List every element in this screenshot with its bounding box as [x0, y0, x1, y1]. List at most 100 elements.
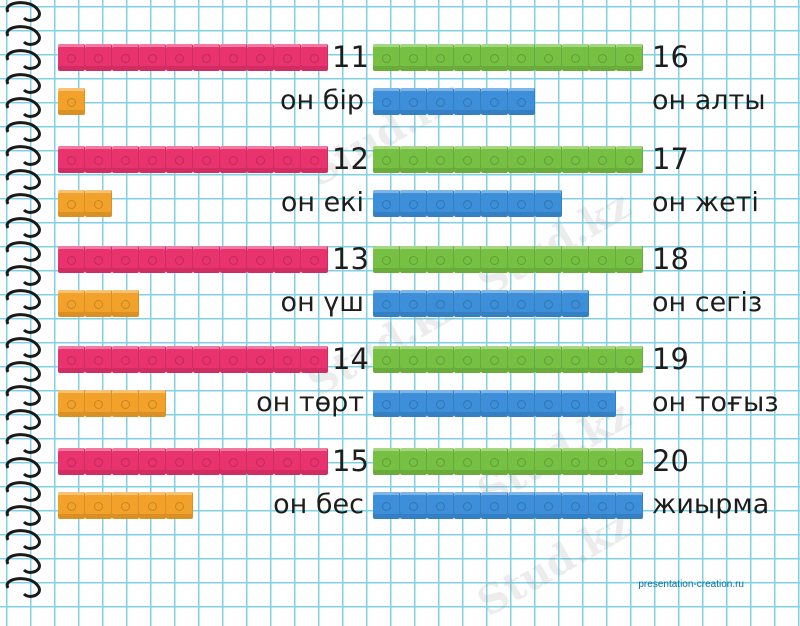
spiral-ring [5, 529, 41, 550]
blue-cube [373, 88, 400, 115]
green-cube [481, 346, 508, 373]
orange-cube [85, 290, 112, 317]
pink-cube [166, 448, 193, 475]
blue-cube [508, 390, 535, 417]
ones-bar-11 [58, 88, 85, 115]
green-cube [454, 448, 481, 475]
spiral-ring [5, 121, 41, 142]
tens-bar-15 [58, 448, 328, 475]
number-20: 20 [652, 444, 689, 478]
orange-cube [85, 190, 112, 217]
blue-cube [481, 492, 508, 519]
blue-cube [373, 290, 400, 317]
green-cube [373, 448, 400, 475]
pink-cube [220, 246, 247, 273]
pink-cube [166, 346, 193, 373]
tens-bar-13 [58, 246, 328, 273]
orange-cube [58, 88, 85, 115]
pink-cube [220, 346, 247, 373]
pink-cube [112, 146, 139, 173]
spiral-ring [5, 505, 41, 526]
green-cube [454, 246, 481, 273]
pink-cube [247, 146, 274, 173]
spiral-ring [5, 577, 41, 598]
blue-cube [481, 190, 508, 217]
word-11: он бір [279, 85, 364, 116]
green-cube [535, 44, 562, 71]
green-cube [427, 448, 454, 475]
pink-cube [301, 146, 328, 173]
blue-cube [481, 390, 508, 417]
ones-bar-18 [373, 290, 589, 317]
tens-bar-20 [373, 448, 643, 475]
spiral-ring [5, 169, 41, 190]
blue-cube [481, 290, 508, 317]
green-cube [481, 448, 508, 475]
ones-bar-13 [58, 290, 139, 317]
blue-cube [373, 492, 400, 519]
word-15: он бес [273, 489, 364, 520]
pink-cube [112, 346, 139, 373]
blue-cube [589, 390, 616, 417]
tens-bar-12 [58, 146, 328, 173]
footer-credit: presentation-creation.ru [638, 579, 744, 590]
green-cube [427, 246, 454, 273]
spiral-ring [5, 553, 41, 574]
green-cube [454, 346, 481, 373]
orange-cube [58, 492, 85, 519]
orange-cube [139, 492, 166, 519]
blue-cube [535, 190, 562, 217]
watermark: Stud.kz [469, 500, 640, 626]
blue-cube [400, 190, 427, 217]
word-20: жиырма [652, 489, 770, 520]
orange-cube [58, 290, 85, 317]
pink-cube [301, 246, 328, 273]
spiral-ring [5, 481, 41, 502]
pink-cube [139, 346, 166, 373]
pink-cube [85, 246, 112, 273]
blue-cube [508, 88, 535, 115]
word-13: он үш [280, 287, 364, 318]
pink-cube [85, 146, 112, 173]
green-cube [481, 146, 508, 173]
spiral-binding [5, 1, 41, 598]
spiral-ring [5, 25, 41, 46]
pink-cube [274, 146, 301, 173]
green-cube [589, 448, 616, 475]
orange-cube [112, 390, 139, 417]
green-cube [400, 448, 427, 475]
pink-cube [193, 246, 220, 273]
orange-cube [139, 390, 166, 417]
pink-cube [85, 346, 112, 373]
pink-cube [301, 44, 328, 71]
pink-cube [193, 44, 220, 71]
pink-cube [112, 44, 139, 71]
blue-cube [454, 88, 481, 115]
green-cube [535, 246, 562, 273]
green-cube [535, 346, 562, 373]
green-cube [589, 246, 616, 273]
pink-cube [112, 246, 139, 273]
number-13: 13 [332, 242, 369, 276]
pink-cube [247, 448, 274, 475]
tens-bar-14 [58, 346, 328, 373]
blue-cube [427, 190, 454, 217]
spiral-ring [5, 1, 41, 22]
number-11: 11 [332, 40, 369, 74]
blue-cube [400, 290, 427, 317]
pink-cube [58, 146, 85, 173]
number-16: 16 [652, 40, 689, 74]
word-16: он алты [652, 85, 766, 116]
green-cube [535, 146, 562, 173]
green-cube [508, 246, 535, 273]
blue-cube [535, 492, 562, 519]
orange-cube [58, 390, 85, 417]
orange-cube [112, 492, 139, 519]
pink-cube [112, 448, 139, 475]
green-cube [562, 246, 589, 273]
green-cube [616, 44, 643, 71]
green-cube [508, 44, 535, 71]
green-cube [400, 346, 427, 373]
blue-cube [373, 190, 400, 217]
pink-cube [220, 146, 247, 173]
